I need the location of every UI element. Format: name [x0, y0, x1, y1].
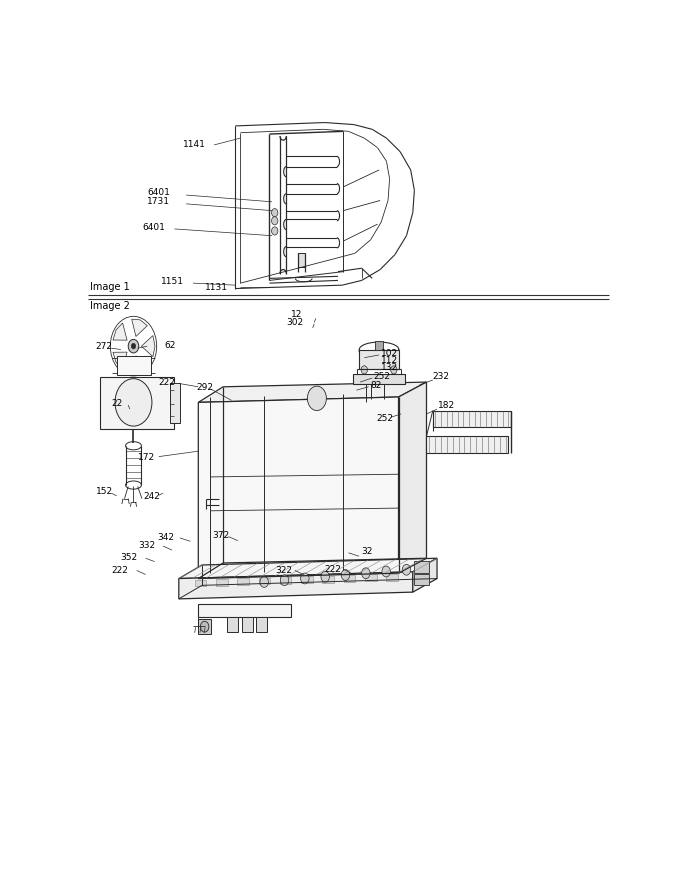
Text: 272: 272	[95, 342, 113, 351]
Circle shape	[391, 375, 397, 383]
Text: 222: 222	[112, 566, 129, 575]
Text: 222: 222	[325, 565, 341, 575]
Circle shape	[260, 576, 269, 587]
Polygon shape	[398, 382, 426, 573]
Text: 232: 232	[432, 372, 450, 381]
Text: 62: 62	[164, 341, 175, 350]
Text: 6401: 6401	[147, 187, 170, 197]
Circle shape	[301, 573, 309, 584]
Bar	[414, 561, 429, 573]
Bar	[256, 617, 267, 632]
Bar	[117, 356, 151, 375]
Bar	[194, 580, 206, 586]
Polygon shape	[179, 558, 437, 578]
Circle shape	[201, 621, 209, 632]
Text: 112: 112	[381, 356, 398, 365]
Text: 332: 332	[139, 541, 156, 550]
Text: 342: 342	[158, 532, 175, 542]
Text: 6401: 6401	[142, 223, 165, 232]
Bar	[426, 436, 508, 453]
Text: 252: 252	[374, 372, 391, 381]
Bar	[359, 349, 399, 369]
Bar	[353, 374, 405, 384]
Circle shape	[131, 343, 135, 348]
Bar	[237, 578, 249, 585]
Polygon shape	[199, 382, 426, 402]
Circle shape	[321, 571, 329, 583]
Circle shape	[271, 216, 278, 225]
Circle shape	[129, 340, 139, 353]
Bar	[199, 620, 211, 634]
Polygon shape	[132, 356, 148, 373]
Text: 302: 302	[286, 318, 303, 327]
Bar	[298, 253, 305, 267]
Text: 102: 102	[381, 349, 398, 358]
Circle shape	[362, 568, 370, 579]
Text: 182: 182	[438, 401, 455, 410]
Bar	[171, 384, 180, 422]
Text: 292: 292	[197, 383, 214, 392]
Text: 1731: 1731	[147, 197, 170, 206]
Bar	[216, 579, 228, 586]
Text: 12: 12	[290, 310, 302, 319]
Bar	[280, 577, 292, 583]
Circle shape	[391, 366, 397, 374]
Text: 352: 352	[120, 553, 137, 562]
Polygon shape	[199, 397, 398, 578]
Text: 152: 152	[95, 488, 113, 496]
Bar	[199, 604, 290, 617]
Bar	[227, 617, 238, 632]
Polygon shape	[179, 572, 413, 599]
Text: 222: 222	[158, 378, 175, 386]
Text: 252: 252	[376, 414, 393, 423]
Circle shape	[361, 375, 367, 383]
Polygon shape	[141, 335, 155, 356]
Text: Image 2: Image 2	[90, 301, 130, 311]
Text: 22: 22	[112, 400, 122, 408]
Polygon shape	[113, 323, 127, 341]
Polygon shape	[413, 558, 437, 592]
Text: 372: 372	[213, 532, 230, 540]
Bar	[365, 575, 377, 581]
Bar	[343, 576, 355, 582]
Text: 322: 322	[276, 566, 293, 575]
Text: 242: 242	[143, 492, 160, 501]
Circle shape	[403, 564, 411, 576]
Circle shape	[115, 378, 152, 426]
Circle shape	[361, 366, 367, 374]
Bar	[301, 576, 313, 583]
Text: 32: 32	[362, 547, 373, 556]
Text: 1151: 1151	[161, 277, 184, 286]
Circle shape	[271, 209, 278, 216]
Bar	[386, 574, 398, 581]
Bar	[258, 577, 270, 584]
Circle shape	[280, 575, 289, 585]
Bar	[432, 410, 511, 428]
Bar	[414, 575, 429, 584]
Text: 1131: 1131	[205, 282, 228, 291]
Bar	[242, 617, 252, 632]
Bar	[375, 341, 384, 349]
Text: 172: 172	[137, 453, 155, 463]
Circle shape	[341, 569, 350, 581]
Text: Image 1: Image 1	[90, 282, 130, 292]
Polygon shape	[113, 352, 127, 370]
Text: 132: 132	[381, 363, 398, 371]
Circle shape	[271, 227, 278, 235]
Circle shape	[382, 566, 390, 577]
Bar	[100, 377, 173, 429]
Text: 82: 82	[371, 381, 382, 390]
Circle shape	[307, 386, 326, 410]
Bar	[322, 576, 334, 583]
Text: 1141: 1141	[182, 141, 205, 150]
Polygon shape	[132, 319, 148, 336]
